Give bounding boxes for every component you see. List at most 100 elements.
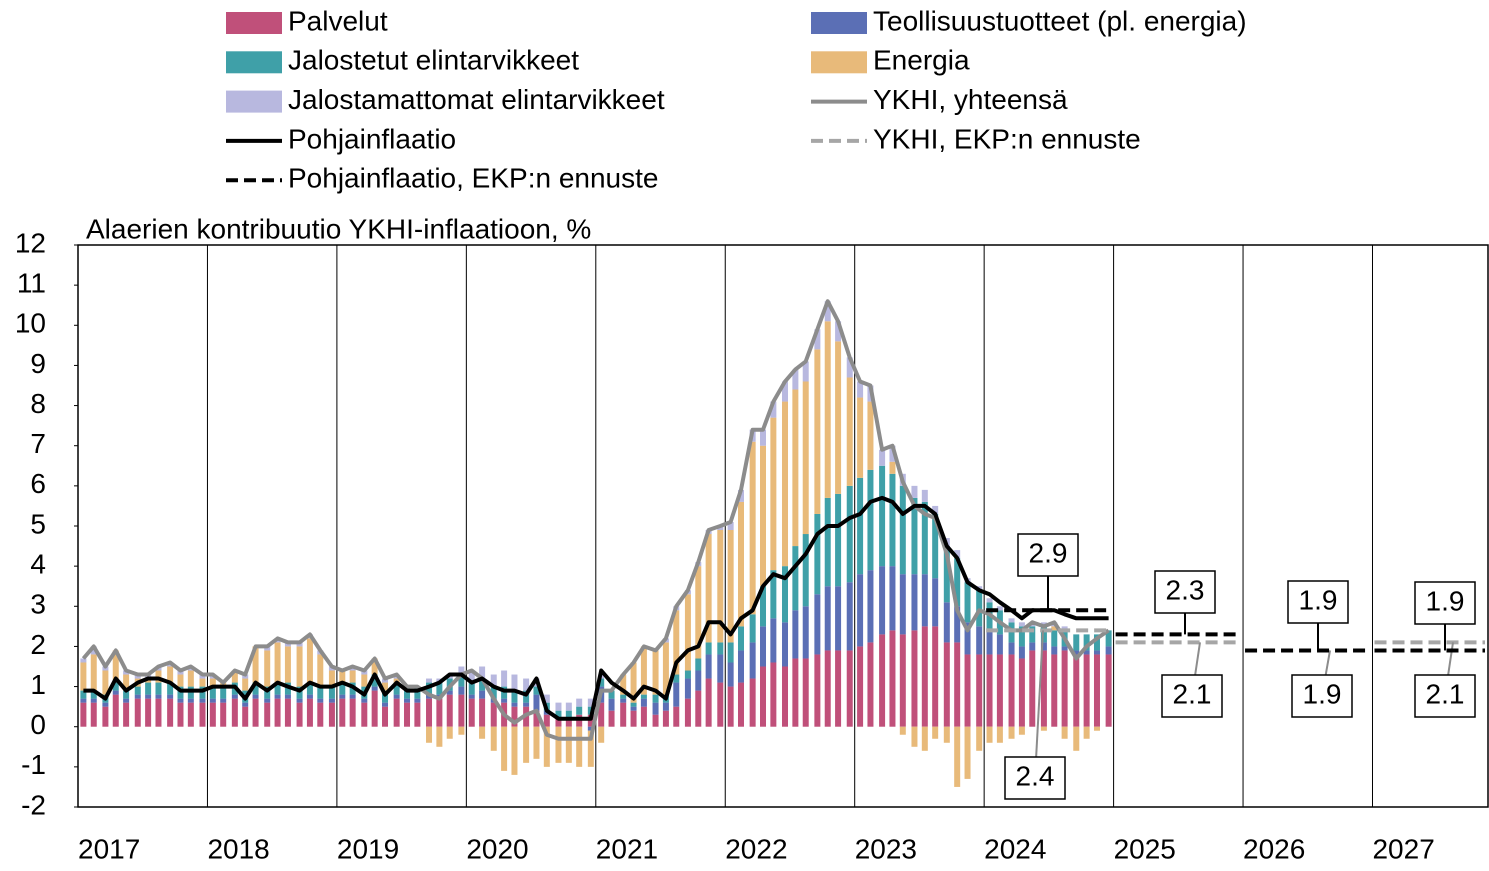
bar-segment [339, 670, 346, 683]
bar-segment [652, 650, 659, 695]
bar-segment [1073, 654, 1080, 727]
forecast-label: 1.9 [1303, 678, 1342, 709]
bar-segment [684, 698, 691, 727]
bar-segment [102, 702, 109, 707]
label-box [1291, 674, 1353, 718]
bar-segment [576, 706, 583, 715]
bar-segment [717, 642, 724, 655]
bar-segment [284, 646, 291, 683]
legend-swatch [811, 12, 867, 34]
bar-segment [220, 686, 227, 699]
bar-segment [705, 642, 712, 655]
bar-segment [371, 690, 378, 727]
bar-segment [296, 646, 303, 687]
bar-segment [986, 598, 993, 603]
bar-segment [468, 682, 475, 695]
bar-segment [490, 726, 497, 751]
forecast-label: 2.1 [1173, 678, 1212, 709]
bar-segment [943, 546, 950, 603]
bar-segment [1018, 726, 1025, 735]
bar-segment [80, 702, 87, 727]
bar-segment [458, 686, 465, 695]
bar-segment [252, 698, 259, 727]
label-box [1161, 674, 1223, 718]
bar-segment [1018, 658, 1025, 727]
bar-segment [814, 349, 821, 514]
bar-segment [598, 678, 605, 687]
bar-segment [620, 694, 627, 699]
bar-segment [802, 534, 809, 607]
bar-segment [846, 582, 853, 651]
bar-segment [361, 698, 368, 703]
bar-segment [274, 682, 281, 695]
bar-segment [361, 702, 368, 727]
bar-segment [932, 726, 939, 739]
bar-segment [371, 658, 378, 675]
bar-segment [511, 690, 518, 703]
bar-segment [824, 650, 831, 727]
bar-segment [911, 574, 918, 631]
bar-segment [404, 698, 411, 703]
bar-segment [954, 606, 961, 643]
bar-segment [587, 698, 594, 707]
bar-segment [565, 718, 572, 727]
bar-segment [284, 642, 291, 647]
bar-segment [382, 702, 389, 707]
bar-segment [1105, 630, 1112, 647]
bar-segment [533, 694, 540, 711]
bar-segment [155, 694, 162, 699]
bar-segment [328, 686, 335, 699]
bar-segment [770, 570, 777, 619]
bar-segment [349, 698, 356, 727]
bar-segment [284, 694, 291, 699]
bar-segment [382, 682, 389, 691]
bar-segment [996, 654, 1003, 727]
bar-segment [717, 530, 724, 643]
bar-segment [911, 485, 918, 498]
bar-segment [717, 654, 724, 683]
bar-segment [814, 329, 821, 350]
bar-segment [673, 706, 680, 727]
y-tick-label: 3 [30, 589, 46, 620]
forecast-label: 2.4 [1016, 760, 1055, 791]
bar-segment [802, 606, 809, 659]
bar-segment [673, 610, 680, 675]
bar-segment [932, 513, 939, 579]
bar-segment [879, 634, 886, 727]
bar-segment [662, 702, 669, 711]
y-tick-label: 2 [30, 629, 46, 660]
bar-segment [1018, 646, 1025, 659]
bar-segment [436, 682, 443, 695]
bar-segment [177, 698, 184, 703]
legend-swatch [226, 51, 282, 74]
bar-segment [846, 357, 853, 378]
bar-segment [921, 626, 928, 727]
bar-segment [446, 694, 453, 727]
bar-segment [824, 301, 831, 322]
bar-segment [899, 726, 906, 735]
bar-segment [1093, 634, 1100, 651]
bar-segment [640, 698, 647, 707]
bar-segment [857, 381, 864, 398]
bar-segment [349, 694, 356, 699]
bar-segment [782, 381, 789, 402]
bar-segment [1073, 650, 1080, 655]
bar-segment [964, 726, 971, 779]
bar-segment [134, 686, 141, 695]
bar-segment [954, 550, 961, 559]
bar-segment [727, 530, 734, 643]
bar-segment [1083, 634, 1090, 651]
bar-segment [737, 501, 744, 627]
bar-segment [306, 638, 313, 683]
bar-segment [792, 389, 799, 547]
bar-segment [490, 702, 497, 727]
bar-segment [468, 670, 475, 683]
forecast-label: 2.9 [1029, 537, 1068, 568]
bar-segment [177, 674, 184, 687]
bar-segment [1093, 726, 1100, 731]
y-tick-label: 8 [30, 388, 46, 419]
bar-segment [652, 694, 659, 703]
bar-segment [511, 702, 518, 707]
y-tick-label: 9 [30, 348, 46, 379]
bar-segment [857, 574, 864, 647]
